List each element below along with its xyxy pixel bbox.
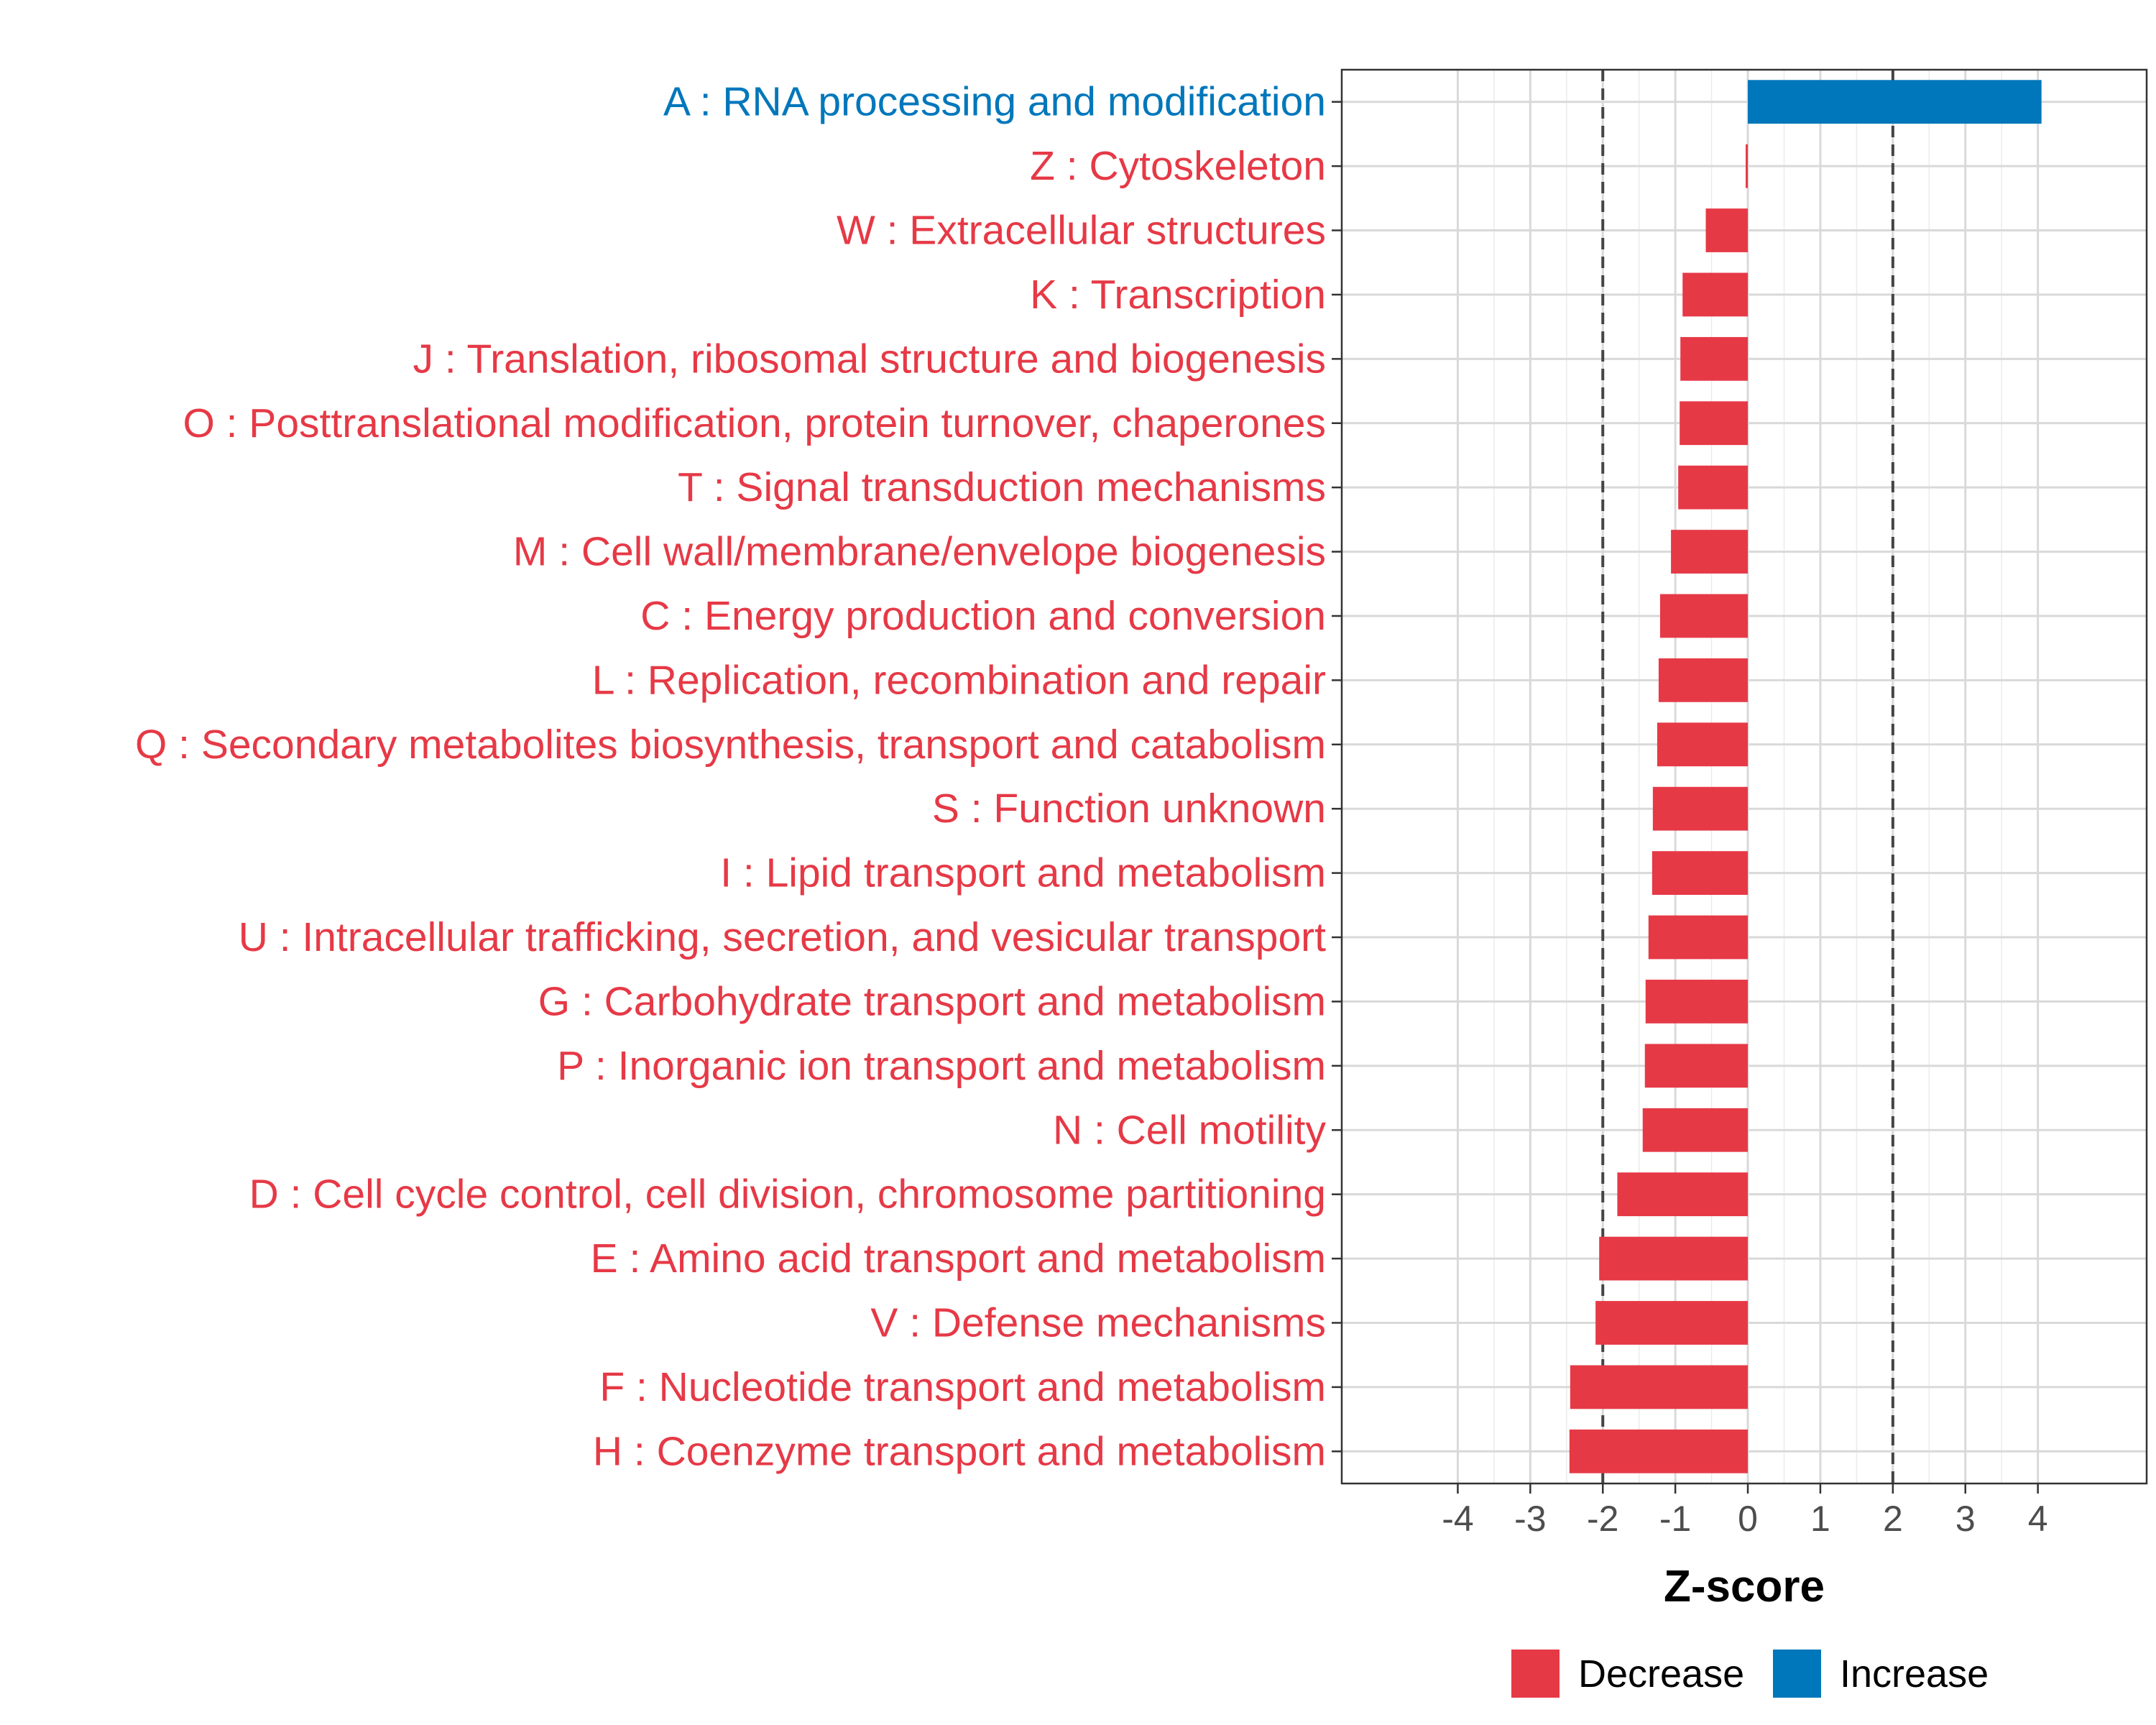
x-tick-label: -2: [1587, 1499, 1618, 1539]
x-tick-label: -1: [1659, 1499, 1691, 1539]
category-label: S : Function unknown: [932, 786, 1326, 832]
category-label: V : Defense mechanisms: [870, 1300, 1326, 1346]
x-tick-label: 4: [2028, 1499, 2048, 1539]
category-label: W : Extracellular structures: [837, 208, 1326, 254]
category-label: C : Energy production and conversion: [640, 593, 1326, 639]
category-label: O : Posttranslational modification, prot…: [183, 400, 1326, 446]
category-label: T : Signal transduction mechanisms: [678, 464, 1326, 510]
bar: [1648, 915, 1749, 960]
category-label: M : Cell wall/membrane/envelope biogenes…: [513, 529, 1326, 575]
legend-label: Increase: [1840, 1652, 1989, 1696]
bar: [1642, 1108, 1749, 1152]
x-tick-label: -3: [1514, 1499, 1546, 1539]
bar: [1657, 722, 1749, 767]
category-label: D : Cell cycle control, cell division, c…: [249, 1172, 1326, 1218]
panel-border: [1340, 68, 2148, 1485]
category-labels: A : RNA processing and modification Z : C…: [135, 79, 1327, 1475]
category-label: N : Cell motility: [1053, 1107, 1327, 1153]
bar: [1680, 336, 1749, 381]
y-axis-ticks: [1332, 101, 1342, 1453]
category-label: J : Translation, ribosomal structure and…: [413, 336, 1326, 382]
x-axis-title: Z-score: [1664, 1562, 1825, 1611]
bar: [1617, 1172, 1749, 1217]
bar: [1569, 1429, 1749, 1473]
bar: [1746, 144, 1749, 188]
legend-label: Decrease: [1578, 1652, 1744, 1696]
bar: [1705, 208, 1749, 252]
legend-swatch: [1773, 1650, 1821, 1698]
bar: [1748, 80, 2042, 124]
legend-swatch: [1511, 1650, 1560, 1698]
x-tick-labels: -4 -3 -2 -1 0 1 2 3 4: [1442, 1499, 2047, 1539]
category-label: L : Replication, recombination and repai…: [592, 657, 1326, 703]
bar: [1599, 1236, 1749, 1281]
category-label: P : Inorganic ion transport and metaboli…: [557, 1043, 1326, 1089]
bar: [1678, 465, 1749, 510]
bar: [1595, 1301, 1749, 1345]
category-label: K : Transcription: [1030, 272, 1326, 318]
legend: Decrease Increase: [1511, 1650, 1989, 1698]
bar: [1644, 1044, 1749, 1088]
bar: [1671, 530, 1749, 574]
category-label: A : RNA processing and modification: [663, 79, 1326, 125]
category-label: F : Nucleotide transport and metabolism: [599, 1364, 1326, 1410]
bar: [1658, 658, 1749, 702]
bar: [1680, 401, 1749, 446]
x-tick-label: 3: [1955, 1499, 1976, 1539]
bar: [1645, 980, 1749, 1024]
category-label: Z : Cytoskeleton: [1030, 143, 1326, 189]
bar: [1659, 594, 1749, 638]
bar: [1651, 851, 1749, 896]
category-label: H : Coenzyme transport and metabolism: [593, 1428, 1326, 1474]
bar: [1570, 1365, 1749, 1409]
bar: [1682, 272, 1749, 317]
x-tick-label: 0: [1738, 1499, 1758, 1539]
bar: [1652, 786, 1749, 831]
category-label: U : Intracellular trafficking, secretion…: [239, 914, 1326, 960]
x-tick-label: -4: [1442, 1499, 1473, 1539]
category-label: E : Amino acid transport and metabolism: [591, 1236, 1326, 1282]
category-label: I : Lipid transport and metabolism: [720, 850, 1326, 896]
x-axis-ticks: [1457, 1484, 2039, 1494]
category-label: Q : Secondary metabolites biosynthesis, …: [135, 722, 1326, 768]
bars: [1569, 80, 2042, 1473]
category-label: G : Carbohydrate transport and metabolis…: [538, 978, 1326, 1024]
x-tick-label: 1: [1810, 1499, 1830, 1539]
x-tick-label: 2: [1883, 1499, 1903, 1539]
